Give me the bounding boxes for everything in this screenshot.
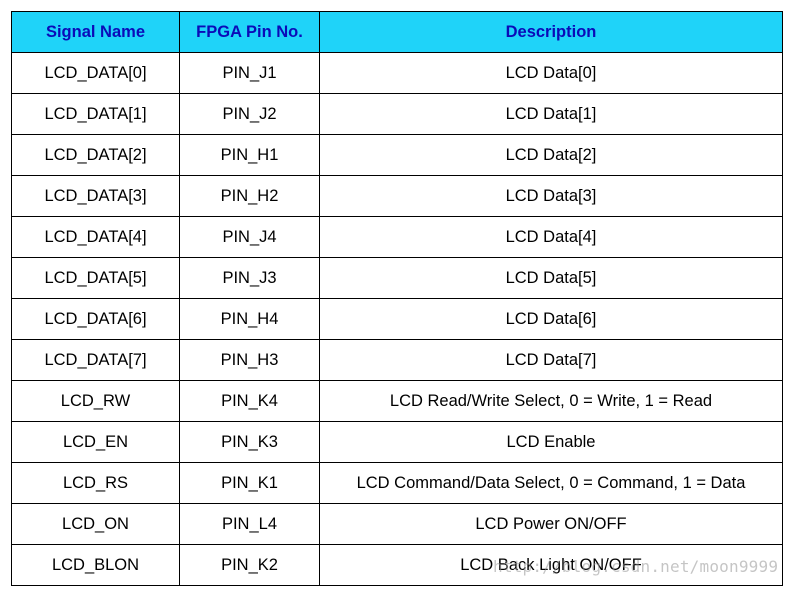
table-row: LCD_ON PIN_L4 LCD Power ON/OFF [11, 503, 783, 545]
cell-description: LCD Data[0] [319, 52, 783, 94]
cell-signal-name: LCD_EN [11, 421, 180, 463]
cell-signal-name: LCD_DATA[4] [11, 216, 180, 258]
cell-fpga-pin: PIN_K1 [179, 462, 320, 504]
cell-signal-name: LCD_DATA[5] [11, 257, 180, 299]
cell-description: LCD Enable [319, 421, 783, 463]
table-row: LCD_DATA[4] PIN_J4 LCD Data[4] [11, 216, 783, 258]
table-row: LCD_BLON PIN_K2 LCD Back Light ON/OFF [11, 544, 783, 586]
table-row: LCD_DATA[2] PIN_H1 LCD Data[2] [11, 134, 783, 176]
cell-description: LCD Data[3] [319, 175, 783, 217]
cell-fpga-pin: PIN_K3 [179, 421, 320, 463]
table-row: LCD_DATA[1] PIN_J2 LCD Data[1] [11, 93, 783, 135]
cell-fpga-pin: PIN_J2 [179, 93, 320, 135]
cell-fpga-pin: PIN_H3 [179, 339, 320, 381]
cell-description: LCD Data[5] [319, 257, 783, 299]
cell-signal-name: LCD_DATA[6] [11, 298, 180, 340]
header-fpga-pin: FPGA Pin No. [179, 11, 320, 53]
table-row: LCD_DATA[5] PIN_J3 LCD Data[5] [11, 257, 783, 299]
cell-description: LCD Data[6] [319, 298, 783, 340]
cell-fpga-pin: PIN_H2 [179, 175, 320, 217]
pin-assignment-table: Signal Name FPGA Pin No. Description LCD… [11, 11, 783, 586]
cell-description: LCD Data[1] [319, 93, 783, 135]
cell-description: LCD Power ON/OFF [319, 503, 783, 545]
cell-signal-name: LCD_BLON [11, 544, 180, 586]
cell-description: LCD Back Light ON/OFF [319, 544, 783, 586]
cell-signal-name: LCD_DATA[7] [11, 339, 180, 381]
table-row: LCD_DATA[7] PIN_H3 LCD Data[7] [11, 339, 783, 381]
cell-signal-name: LCD_DATA[1] [11, 93, 180, 135]
cell-description: LCD Data[7] [319, 339, 783, 381]
header-signal-name: Signal Name [11, 11, 180, 53]
cell-description: LCD Read/Write Select, 0 = Write, 1 = Re… [319, 380, 783, 422]
cell-signal-name: LCD_RW [11, 380, 180, 422]
table-row: LCD_EN PIN_K3 LCD Enable [11, 421, 783, 463]
cell-signal-name: LCD_ON [11, 503, 180, 545]
table-row: LCD_DATA[3] PIN_H2 LCD Data[3] [11, 175, 783, 217]
table-row: LCD_RW PIN_K4 LCD Read/Write Select, 0 = W… [11, 380, 783, 422]
table-row: LCD_DATA[0] PIN_J1 LCD Data[0] [11, 52, 783, 94]
cell-fpga-pin: PIN_K4 [179, 380, 320, 422]
cell-signal-name: LCD_DATA[3] [11, 175, 180, 217]
cell-signal-name: LCD_RS [11, 462, 180, 504]
cell-fpga-pin: PIN_J4 [179, 216, 320, 258]
header-description: Description [319, 11, 783, 53]
cell-fpga-pin: PIN_J3 [179, 257, 320, 299]
cell-description: LCD Data[4] [319, 216, 783, 258]
cell-description: LCD Command/Data Select, 0 = Command, 1 … [319, 462, 783, 504]
cell-fpga-pin: PIN_H1 [179, 134, 320, 176]
table-row: LCD_RS PIN_K1 LCD Command/Data Select, 0 =… [11, 462, 783, 504]
table-row: LCD_DATA[6] PIN_H4 LCD Data[6] [11, 298, 783, 340]
cell-fpga-pin: PIN_L4 [179, 503, 320, 545]
table-header-row: Signal Name FPGA Pin No. Description [11, 11, 783, 53]
cell-fpga-pin: PIN_J1 [179, 52, 320, 94]
table-body: LCD_DATA[0] PIN_J1 LCD Data[0] LCD_DATA[1] P… [11, 52, 783, 586]
cell-signal-name: LCD_DATA[2] [11, 134, 180, 176]
cell-signal-name: LCD_DATA[0] [11, 52, 180, 94]
cell-description: LCD Data[2] [319, 134, 783, 176]
cell-fpga-pin: PIN_K2 [179, 544, 320, 586]
cell-fpga-pin: PIN_H4 [179, 298, 320, 340]
